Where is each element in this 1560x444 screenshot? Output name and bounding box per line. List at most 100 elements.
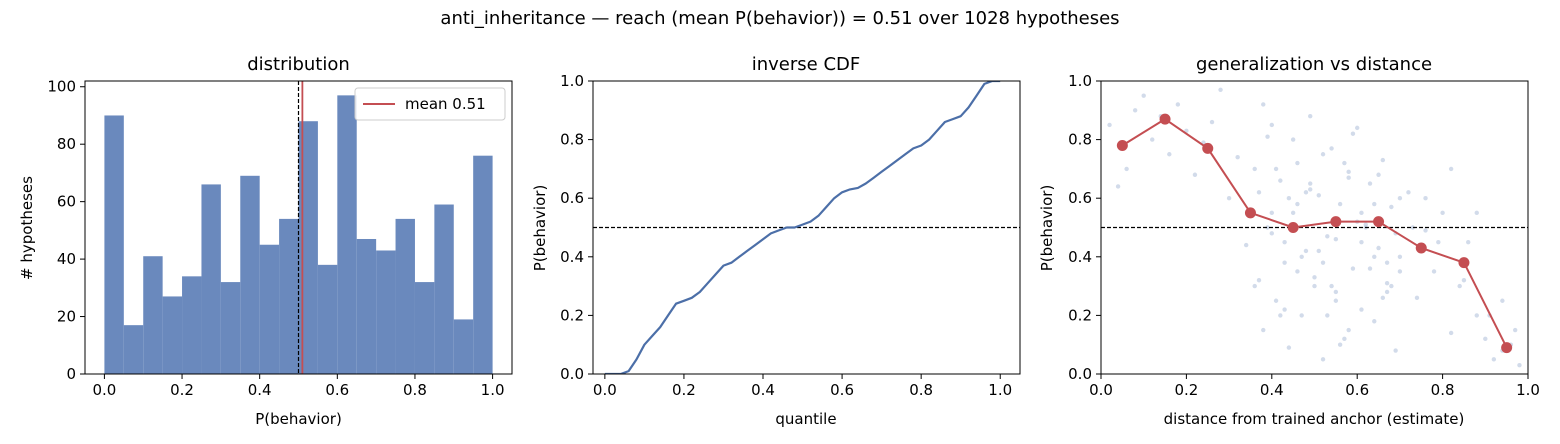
hist-bar bbox=[143, 256, 163, 374]
distribution-xlabel: P(behavior) bbox=[255, 410, 342, 428]
hist-bar bbox=[240, 175, 260, 374]
y-tick-label: 0.6 bbox=[1068, 189, 1092, 207]
scatter-point bbox=[1308, 187, 1313, 192]
inverse-cdf-title: inverse CDF bbox=[752, 54, 861, 75]
scatter-point bbox=[1132, 108, 1138, 113]
scatter-point bbox=[1500, 298, 1505, 303]
scatter-point bbox=[1393, 348, 1398, 353]
scatter-point bbox=[1512, 327, 1518, 333]
scatter-point bbox=[1282, 239, 1287, 245]
scatter-point bbox=[1316, 248, 1321, 254]
scatter-point bbox=[1372, 319, 1377, 324]
hist-bar bbox=[162, 296, 183, 374]
hist-bar bbox=[376, 250, 396, 374]
y-tick-label: 60 bbox=[57, 193, 76, 211]
scatter-point bbox=[1256, 278, 1262, 283]
scatter-point bbox=[1235, 154, 1240, 160]
scatter-point bbox=[1290, 210, 1296, 216]
scatter-point bbox=[1380, 157, 1386, 163]
scatter-point bbox=[1333, 298, 1339, 303]
scatter-point bbox=[1278, 313, 1283, 318]
inverse-cdf-ylabel: P(behavior) bbox=[531, 185, 549, 272]
y-tick-label: 0.2 bbox=[1068, 306, 1092, 324]
scatter-point bbox=[1192, 172, 1198, 177]
scatter-point bbox=[1474, 313, 1479, 318]
y-tick-label: 0.8 bbox=[560, 131, 584, 149]
scatter-point bbox=[1410, 225, 1415, 230]
y-tick-label: 0.0 bbox=[560, 365, 584, 383]
scatter-point bbox=[1282, 260, 1287, 265]
scatter-point bbox=[1295, 160, 1300, 166]
scatter-point bbox=[1350, 131, 1356, 136]
x-tick-label: 0.8 bbox=[403, 381, 427, 399]
hist-bar bbox=[317, 264, 338, 374]
y-tick-label: 80 bbox=[57, 135, 76, 153]
scatter-point bbox=[1303, 190, 1309, 195]
y-tick-label: 0.4 bbox=[1068, 248, 1092, 266]
hist-bar bbox=[279, 218, 299, 374]
scatter-point bbox=[1269, 122, 1275, 128]
binned-mean-point bbox=[1159, 113, 1171, 125]
scatter-point bbox=[1380, 295, 1386, 301]
scatter-point bbox=[1384, 289, 1390, 295]
scatter-point bbox=[1333, 289, 1339, 295]
scatter-point bbox=[1299, 254, 1304, 259]
scatter-point bbox=[1141, 93, 1146, 98]
scatter-point bbox=[1167, 152, 1172, 157]
scatter-point bbox=[1226, 196, 1232, 201]
scatter-point bbox=[1342, 336, 1347, 342]
scatter-point bbox=[1384, 280, 1390, 286]
x-tick-label: 0.4 bbox=[1260, 381, 1284, 399]
scatter-point bbox=[1346, 327, 1351, 333]
scatter-point bbox=[1423, 228, 1428, 233]
x-tick-label: 0.2 bbox=[170, 381, 194, 399]
hist-bar bbox=[356, 238, 377, 374]
scatter-point bbox=[1483, 336, 1488, 342]
generalization-ylabel: P(behavior) bbox=[1038, 185, 1056, 272]
scatter-point bbox=[1269, 231, 1275, 236]
scatter-point bbox=[1209, 119, 1215, 125]
scatter-point bbox=[1337, 342, 1343, 347]
hist-bar bbox=[337, 95, 357, 374]
scatter-point bbox=[1346, 169, 1351, 175]
scatter-point bbox=[1359, 210, 1364, 216]
distribution-panel: distribution P(behavior) # hypotheses me… bbox=[18, 54, 513, 428]
binned-mean-point bbox=[1415, 242, 1427, 254]
x-tick-label: 0.2 bbox=[672, 381, 696, 399]
hist-bar bbox=[201, 184, 221, 374]
y-tick-label: 0.8 bbox=[1068, 131, 1092, 149]
scatter-point bbox=[1423, 196, 1428, 201]
scatter-point bbox=[1265, 134, 1270, 139]
y-tick-label: 0.2 bbox=[560, 306, 584, 324]
x-tick-label: 0.4 bbox=[248, 381, 272, 399]
binned-mean-point bbox=[1202, 142, 1214, 154]
scatter-point bbox=[1436, 239, 1441, 245]
scatter-point bbox=[1308, 181, 1313, 186]
scatter-point bbox=[1389, 283, 1394, 289]
y-tick-label: 0.6 bbox=[560, 189, 584, 207]
scatter-point bbox=[1256, 190, 1262, 195]
binned-mean-point bbox=[1373, 216, 1385, 228]
scatter-point bbox=[1286, 196, 1292, 201]
scatter-point bbox=[1325, 234, 1330, 239]
scatter-point bbox=[1303, 248, 1309, 254]
scatter-point bbox=[1337, 201, 1343, 207]
scatter-point bbox=[1491, 357, 1497, 362]
scatter-point bbox=[1372, 254, 1377, 259]
x-tick-label: 0.8 bbox=[1431, 381, 1455, 399]
scatter-point bbox=[1286, 345, 1292, 350]
y-tick-label: 40 bbox=[57, 250, 76, 268]
binned-mean-line bbox=[1121, 117, 1508, 349]
binned-mean-point bbox=[1244, 207, 1256, 219]
scatter-point bbox=[1299, 313, 1304, 318]
scatter-point bbox=[1107, 122, 1112, 128]
scatter-point bbox=[1320, 152, 1326, 157]
hist-bar bbox=[473, 155, 493, 374]
scatter-point bbox=[1312, 275, 1317, 280]
scatter-point bbox=[1295, 201, 1300, 207]
scatter-point bbox=[1261, 327, 1266, 333]
scatter-point bbox=[1397, 254, 1403, 259]
scatter-point bbox=[1252, 283, 1257, 289]
y-tick-label: 0.4 bbox=[560, 248, 584, 266]
hist-bar bbox=[220, 282, 241, 374]
